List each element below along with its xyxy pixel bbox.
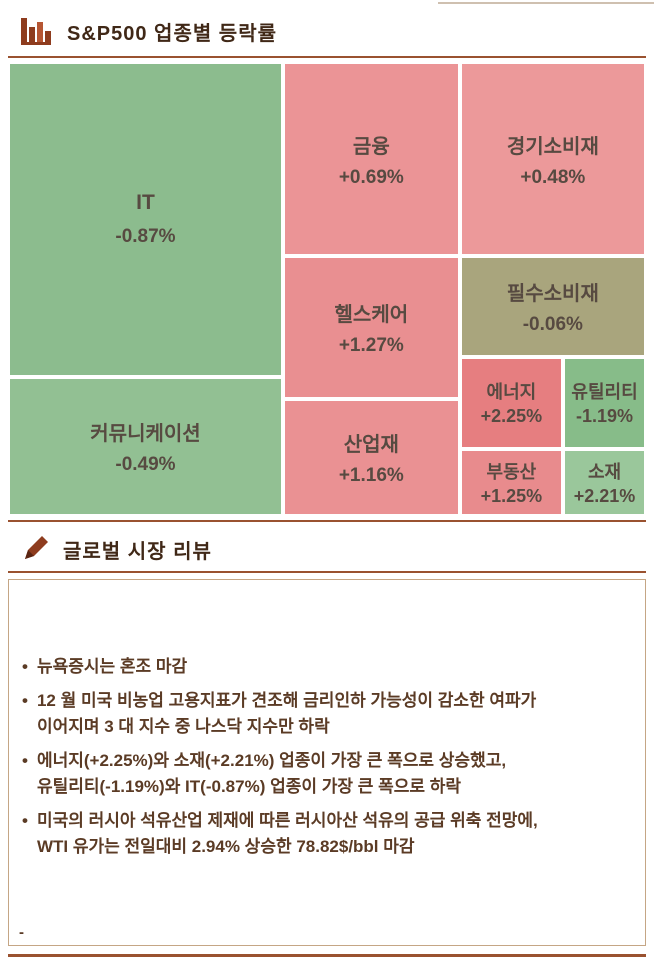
sector-name: 부동산 — [486, 461, 537, 482]
review-bullet: • 에너지(+2.25%)와 소재(+2.21%) 업종이 가장 큰 폭으로 상승… — [22, 748, 631, 800]
review-section-header: 글로벌 시장 리뷰 — [20, 534, 212, 564]
sector-name: IT — [136, 190, 155, 214]
sector-change: +1.25% — [480, 485, 543, 506]
bottom-divider — [8, 954, 646, 957]
sector-change: -0.06% — [522, 313, 583, 335]
treemap-block-materials: 소재 +2.21% — [563, 448, 646, 516]
sector-change: -1.19% — [575, 406, 634, 427]
sector-change: +0.69% — [338, 166, 404, 188]
treemap-block-industrials: 산업재 +1.16% — [282, 398, 460, 516]
sector-name: 커뮤니케이션 — [90, 422, 201, 445]
sector-change: -0.49% — [115, 453, 176, 475]
treemap-block-utilities: 유틸리티 -1.19% — [563, 356, 646, 449]
treemap-block-consumer-discretionary: 경기소비재 +0.48% — [459, 62, 646, 257]
footer-dash: - — [19, 924, 24, 941]
sector-name: 에너지 — [486, 382, 537, 403]
bullet-dot: • — [22, 691, 28, 710]
treemap-block-energy: 에너지 +2.25% — [459, 356, 564, 449]
sector-name: 산업재 — [343, 433, 399, 456]
sector-change: +1.27% — [338, 335, 404, 357]
treemap-section-header: S&P500 업종별 등락률 — [20, 16, 277, 46]
sector-name: 필수소비재 — [506, 282, 599, 305]
pencil-icon — [20, 534, 50, 564]
review-bullet: • 뉴욕증시는 혼조 마감 — [22, 654, 631, 680]
treemap-section-title: S&P500 업종별 등락률 — [67, 22, 278, 45]
top-partial-divider — [438, 2, 654, 4]
sector-name: 유틸리티 — [571, 382, 638, 403]
sector-name: 금융 — [352, 135, 390, 158]
review-bullets: • 뉴욕증시는 혼조 마감 • 12 월 미국 비농업 고용지표가 견조해 금리인하 … — [9, 580, 645, 860]
review-box: • 뉴욕증시는 혼조 마감 • 12 월 미국 비농업 고용지표가 견조해 금리인하 … — [8, 579, 646, 946]
treemap-block-real-estate: 부동산 +1.25% — [459, 448, 564, 516]
divider — [8, 571, 646, 573]
sector-change: -0.87% — [115, 225, 176, 247]
divider — [8, 520, 646, 522]
sector-name: 경기소비재 — [506, 135, 599, 158]
bullet-text: 12 월 미국 비농업 고용지표가 견조해 금리인하 가능성이 감소한 여파가 이… — [36, 691, 537, 736]
treemap-block-healthcare: 헬스케어 +1.27% — [282, 256, 460, 399]
bullet-dot: • — [22, 657, 28, 676]
review-section-title: 글로벌 시장 리뷰 — [63, 540, 212, 563]
sector-change: +2.25% — [480, 406, 543, 427]
sector-change: +0.48% — [520, 166, 586, 188]
review-bullet: • 미국의 러시아 석유산업 제재에 따른 러시아산 석유의 공급 위축 전망에,… — [22, 808, 631, 860]
bullet-dot: • — [22, 811, 28, 830]
review-bullet: • 12 월 미국 비농업 고용지표가 견조해 금리인하 가능성이 감소한 여파가… — [22, 688, 631, 740]
treemap-block-consumer-staples: 필수소비재 -0.06% — [459, 256, 646, 357]
treemap-block-financials: 금융 +0.69% — [282, 62, 460, 257]
sector-name: 소재 — [587, 461, 622, 482]
sector-change: +1.16% — [338, 464, 404, 486]
bullet-text: 뉴욕증시는 혼조 마감 — [36, 657, 188, 676]
treemap-block-it: IT -0.87% — [8, 62, 283, 377]
treemap: IT -0.87% 커뮤니케이션 -0.49% 금융 +0.69% 경기소비재 +0.48% 헬… — [8, 62, 646, 516]
bullet-dot: • — [22, 751, 28, 770]
divider — [8, 56, 646, 58]
treemap-block-communication: 커뮤니케이션 -0.49% — [8, 376, 283, 516]
sector-change: +2.21% — [573, 485, 636, 506]
bullet-text: 에너지(+2.25%)와 소재(+2.21%) 업종이 가장 큰 폭으로 상승했… — [36, 751, 507, 796]
sector-name: 헬스케어 — [334, 304, 409, 327]
bullet-text: 미국의 러시아 석유산업 제재에 따른 러시아산 석유의 공급 위축 전망에, W… — [36, 811, 538, 856]
bar-chart-icon — [20, 16, 54, 46]
